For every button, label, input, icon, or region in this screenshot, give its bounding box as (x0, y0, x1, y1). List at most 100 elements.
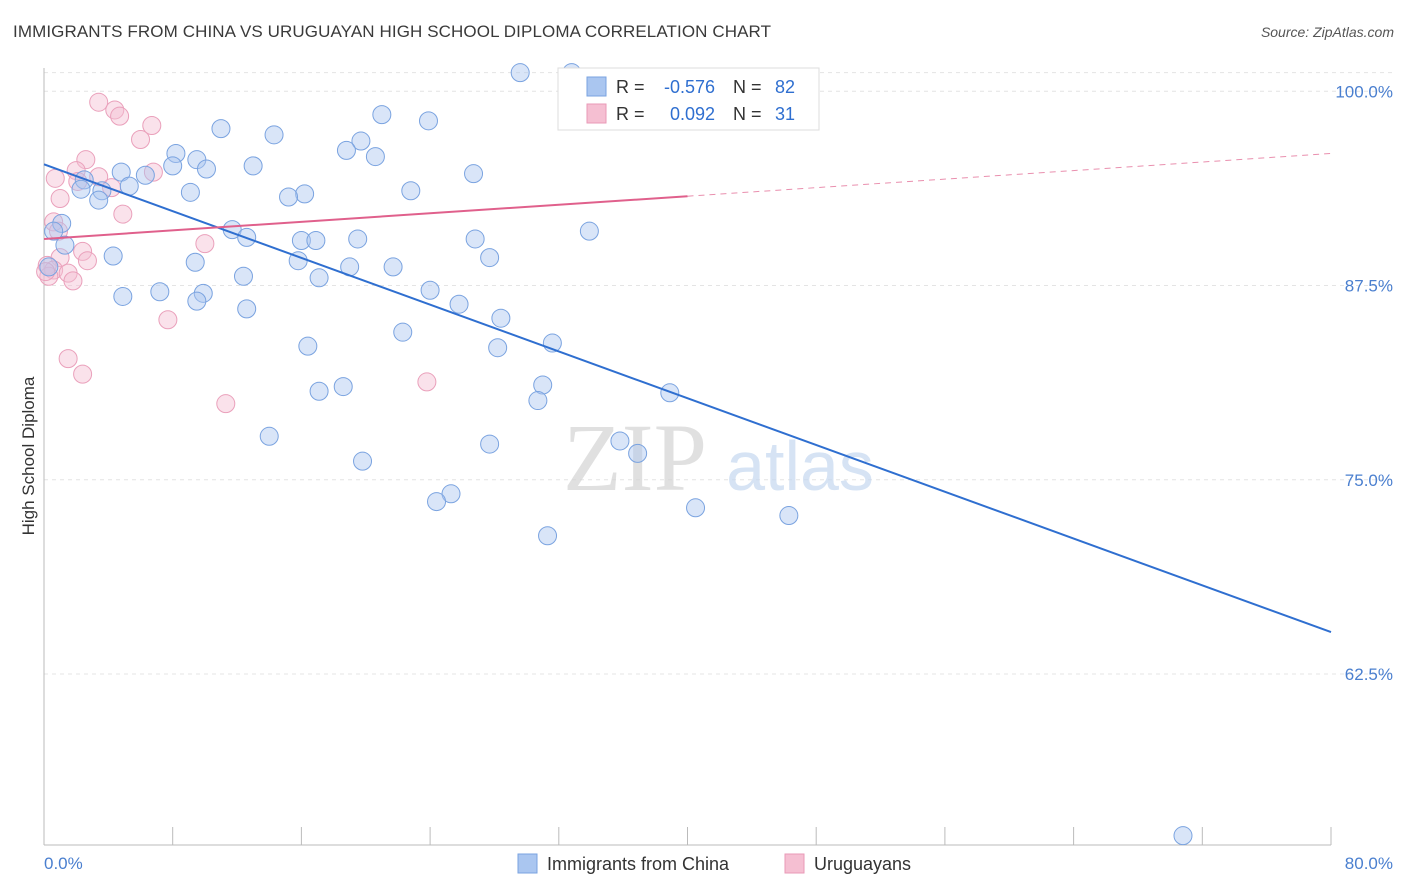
data-point-china (336, 140, 356, 160)
data-point-china (779, 506, 799, 526)
data-point-uruguayans (58, 349, 78, 369)
data-point-china (71, 179, 91, 199)
x-tick-labels: 0.0% 80.0% (44, 854, 1393, 873)
data-point-china (348, 229, 368, 249)
data-point-uruguayans (76, 150, 96, 170)
data-point-china (113, 286, 133, 306)
data-point-china (135, 165, 155, 185)
data-point-uruguayans (158, 310, 178, 330)
data-point-china (491, 308, 511, 328)
data-point-uruguayans (142, 115, 162, 135)
data-point-uruguayans (45, 168, 65, 188)
data-point-china (279, 187, 299, 207)
data-point-china (306, 230, 326, 250)
trend-line-uruguayans (43, 195, 688, 240)
data-point-china (353, 451, 373, 471)
data-point-china (193, 283, 213, 303)
data-point-uruguayans (48, 221, 68, 241)
data-point-china (295, 184, 315, 204)
data-point-china (309, 268, 329, 288)
legend: Immigrants from China Uruguayans (517, 853, 911, 874)
y-tick-labels: 100.0% 87.5% 75.0% 62.5% (1335, 82, 1393, 684)
data-point-china (89, 190, 109, 210)
y-tick-label: 100.0% (1335, 82, 1393, 101)
data-point-uruguayans (77, 251, 97, 271)
stats-n-value-uru: 31 (775, 104, 795, 124)
stats-box: R = -0.576 N = 82 R = 0.092 N = 31 (557, 67, 820, 131)
data-point-china (259, 426, 279, 446)
x-tick-label-min: 0.0% (44, 854, 83, 873)
series-china (39, 63, 1193, 846)
series-uruguayans (36, 92, 437, 414)
data-point-china (488, 338, 508, 358)
data-point-uruguayans (110, 106, 130, 126)
data-point-china (196, 159, 216, 179)
data-point-china (39, 257, 59, 277)
data-point-china (264, 125, 284, 145)
data-point-china (420, 280, 440, 300)
data-point-china (150, 282, 170, 302)
data-point-china (185, 252, 205, 272)
data-point-china (510, 63, 530, 83)
y-tick-label: 75.0% (1345, 471, 1393, 490)
data-point-uruguayans (113, 204, 133, 224)
data-point-china (579, 221, 599, 241)
legend-label-china[interactable]: Immigrants from China (547, 854, 730, 874)
stats-n-label-china: N = (733, 77, 762, 97)
data-point-china (309, 381, 329, 401)
data-point-china (480, 434, 500, 454)
data-point-china (464, 164, 484, 184)
data-point-uruguayans (73, 241, 93, 261)
data-point-uruguayans (195, 234, 215, 254)
data-point-china (237, 299, 257, 319)
data-point-china (333, 377, 353, 397)
x-tick-label-max: 80.0% (1345, 854, 1393, 873)
watermark: ZIP atlas (563, 404, 874, 511)
data-point-china (44, 221, 64, 241)
data-point-china (163, 156, 183, 176)
data-point-china (610, 431, 630, 451)
y-axis-label: High School Diploma (19, 376, 38, 535)
stats-r-value-china: -0.576 (664, 77, 715, 97)
legend-swatch-china[interactable] (517, 853, 538, 874)
data-point-uruguayans (68, 171, 88, 191)
data-point-china (686, 498, 706, 518)
data-point-uruguayans (89, 92, 109, 112)
legend-label-uru[interactable]: Uruguayans (814, 854, 911, 874)
data-point-china (298, 336, 318, 356)
data-point-china (166, 143, 186, 163)
stats-n-label-uru: N = (733, 104, 762, 124)
data-point-china (528, 391, 548, 411)
data-point-china (180, 182, 200, 202)
stats-r-label-china: R = (616, 77, 645, 97)
data-point-china (383, 257, 403, 277)
data-point-china (55, 235, 75, 255)
data-point-china (441, 484, 461, 504)
data-point-china (628, 443, 648, 463)
watermark-zip: ZIP (563, 404, 707, 511)
data-point-china (52, 213, 72, 233)
data-point-uruguayans (63, 271, 83, 291)
trend-line-uruguayans-extension (687, 152, 1332, 197)
y-tick-label: 87.5% (1345, 277, 1393, 296)
data-point-china (480, 248, 500, 268)
data-point-china (233, 266, 253, 286)
data-point-china (103, 246, 123, 266)
data-point-uruguayans (89, 167, 109, 187)
data-point-china (449, 294, 469, 314)
stats-r-label-uru: R = (616, 104, 645, 124)
data-point-china (418, 111, 438, 131)
data-point-uruguayans (131, 129, 151, 149)
trend-lines (43, 152, 1332, 634)
stats-swatch-china (586, 76, 607, 97)
data-point-china (401, 181, 421, 201)
chart-title: IMMIGRANTS FROM CHINA VS URUGUAYAN HIGH … (13, 22, 772, 41)
stats-r-value-uru: 0.092 (670, 104, 715, 124)
data-point-china (291, 230, 311, 250)
data-point-china (211, 119, 231, 139)
data-point-uruguayans (50, 189, 70, 209)
data-point-china (243, 156, 263, 176)
legend-swatch-uru[interactable] (784, 853, 805, 874)
data-point-uruguayans (216, 394, 236, 414)
